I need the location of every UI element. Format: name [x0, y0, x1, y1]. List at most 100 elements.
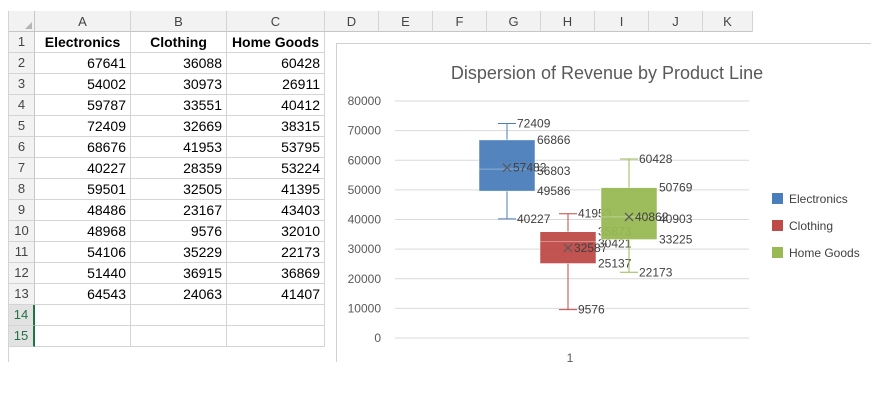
- y-tick-label: 0: [374, 331, 381, 345]
- legend-swatch-home-goods: [772, 247, 783, 258]
- row-header-9[interactable]: 9: [9, 200, 35, 221]
- header-cell[interactable]: Home Goods: [227, 32, 325, 53]
- row-header-4[interactable]: 4: [9, 95, 35, 116]
- empty-cell[interactable]: [35, 305, 131, 326]
- data-cell[interactable]: 28359: [131, 158, 227, 179]
- electronics-data-label: 56803: [537, 164, 571, 178]
- row-header-15[interactable]: 15: [9, 326, 35, 347]
- row-header-14[interactable]: 14: [9, 305, 35, 326]
- electronics-data-label: 72409: [517, 116, 551, 130]
- row-header-10[interactable]: 10: [9, 221, 35, 242]
- column-header-c[interactable]: C: [227, 11, 325, 32]
- electronics-mean-marker: [502, 163, 512, 173]
- data-cell[interactable]: 41395: [227, 179, 325, 200]
- header-cell[interactable]: Electronics: [35, 32, 131, 53]
- data-cell[interactable]: 59787: [35, 95, 131, 116]
- select-all-corner[interactable]: [9, 11, 35, 32]
- data-cell[interactable]: 24063: [131, 284, 227, 305]
- data-cell[interactable]: 54002: [35, 74, 131, 95]
- data-cell[interactable]: 48968: [35, 221, 131, 242]
- row-header-7[interactable]: 7: [9, 158, 35, 179]
- row-header-6[interactable]: 6: [9, 137, 35, 158]
- column-header-h[interactable]: H: [541, 11, 595, 32]
- spreadsheet-grid[interactable]: A B C D E F G H I J K 1 2 3 4 5 6 7 8 9 10 11 12 13 14 15 Electron…: [8, 11, 871, 362]
- column-header-b[interactable]: B: [131, 11, 227, 32]
- data-cell[interactable]: 48486: [35, 200, 131, 221]
- row-header-13[interactable]: 13: [9, 284, 35, 305]
- legend-label: Clothing: [789, 219, 833, 233]
- home-goods-data-label: 60428: [639, 152, 673, 166]
- row-header-5[interactable]: 5: [9, 116, 35, 137]
- data-cell[interactable]: 30973: [131, 74, 227, 95]
- data-cell[interactable]: 41407: [227, 284, 325, 305]
- column-header-j[interactable]: J: [649, 11, 703, 32]
- data-cell[interactable]: 32669: [131, 116, 227, 137]
- y-tick-label: 60000: [348, 153, 382, 167]
- column-header-d[interactable]: D: [325, 11, 379, 32]
- electronics-data-label: 49586: [537, 184, 571, 198]
- data-cell[interactable]: 41953: [131, 137, 227, 158]
- electronics-box: [478, 139, 536, 192]
- y-tick-label: 20000: [348, 272, 382, 286]
- data-cell[interactable]: 35229: [131, 242, 227, 263]
- column-header-k[interactable]: K: [703, 11, 753, 32]
- y-tick-label: 70000: [348, 124, 382, 138]
- column-header-a[interactable]: A: [35, 11, 131, 32]
- row-header-8[interactable]: 8: [9, 179, 35, 200]
- data-cell[interactable]: 53795: [227, 137, 325, 158]
- data-cell[interactable]: 72409: [35, 116, 131, 137]
- data-cell[interactable]: 43403: [227, 200, 325, 221]
- clothing-data-label: 32587: [574, 241, 608, 255]
- home-goods-data-label: 40903: [659, 212, 693, 226]
- data-cell[interactable]: 40227: [35, 158, 131, 179]
- data-cell[interactable]: 32505: [131, 179, 227, 200]
- row-header-3[interactable]: 3: [9, 74, 35, 95]
- y-tick-label: 80000: [348, 94, 382, 108]
- y-tick-label: 50000: [348, 183, 382, 197]
- column-header-e[interactable]: E: [379, 11, 433, 32]
- data-cell[interactable]: 64543: [35, 284, 131, 305]
- row-header-11[interactable]: 11: [9, 242, 35, 263]
- data-cell[interactable]: 59501: [35, 179, 131, 200]
- data-cell[interactable]: 40412: [227, 95, 325, 116]
- data-cell[interactable]: 9576: [131, 221, 227, 242]
- data-cell[interactable]: 23167: [131, 200, 227, 221]
- empty-cell[interactable]: [35, 326, 131, 347]
- legend-label: Home Goods: [789, 246, 860, 260]
- box-plot-chart[interactable]: Dispersion of Revenue by Product Line 0 10…: [336, 43, 871, 362]
- data-cell[interactable]: 33551: [131, 95, 227, 116]
- row-header-1[interactable]: 1: [9, 32, 35, 53]
- chart-canvas: Dispersion of Revenue by Product Line 0 10…: [348, 63, 860, 362]
- data-cell[interactable]: 36915: [131, 263, 227, 284]
- clothing-data-label: 25137: [598, 257, 632, 271]
- column-header-g[interactable]: G: [487, 11, 541, 32]
- chart-title: Dispersion of Revenue by Product Line: [451, 63, 763, 83]
- electronics-data-label: 57482: [513, 161, 547, 175]
- row-header-12[interactable]: 12: [9, 263, 35, 284]
- column-header-f[interactable]: F: [433, 11, 487, 32]
- home-goods-box: [600, 187, 658, 240]
- data-cell[interactable]: 67641: [35, 53, 131, 74]
- data-cell[interactable]: 60428: [227, 53, 325, 74]
- electronics-data-label: 66866: [537, 133, 571, 147]
- data-cell[interactable]: 53224: [227, 158, 325, 179]
- row-header-2[interactable]: 2: [9, 53, 35, 74]
- column-header-i[interactable]: I: [595, 11, 649, 32]
- data-cell[interactable]: 38315: [227, 116, 325, 137]
- data-cell[interactable]: 32010: [227, 221, 325, 242]
- legend-label: Electronics: [789, 192, 848, 206]
- data-cell[interactable]: 26911: [227, 74, 325, 95]
- clothing-data-label: 9576: [578, 303, 605, 317]
- data-cell[interactable]: 22173: [227, 242, 325, 263]
- empty-cell[interactable]: [227, 326, 325, 347]
- data-cell[interactable]: 36088: [131, 53, 227, 74]
- header-cell[interactable]: Clothing: [131, 32, 227, 53]
- empty-cell[interactable]: [131, 326, 227, 347]
- data-cell[interactable]: 36869: [227, 263, 325, 284]
- data-cell[interactable]: 51440: [35, 263, 131, 284]
- clothing-data-label: 30421: [598, 236, 632, 250]
- data-cell[interactable]: 54106: [35, 242, 131, 263]
- empty-cell[interactable]: [131, 305, 227, 326]
- data-cell[interactable]: 68676: [35, 137, 131, 158]
- empty-cell[interactable]: [227, 305, 325, 326]
